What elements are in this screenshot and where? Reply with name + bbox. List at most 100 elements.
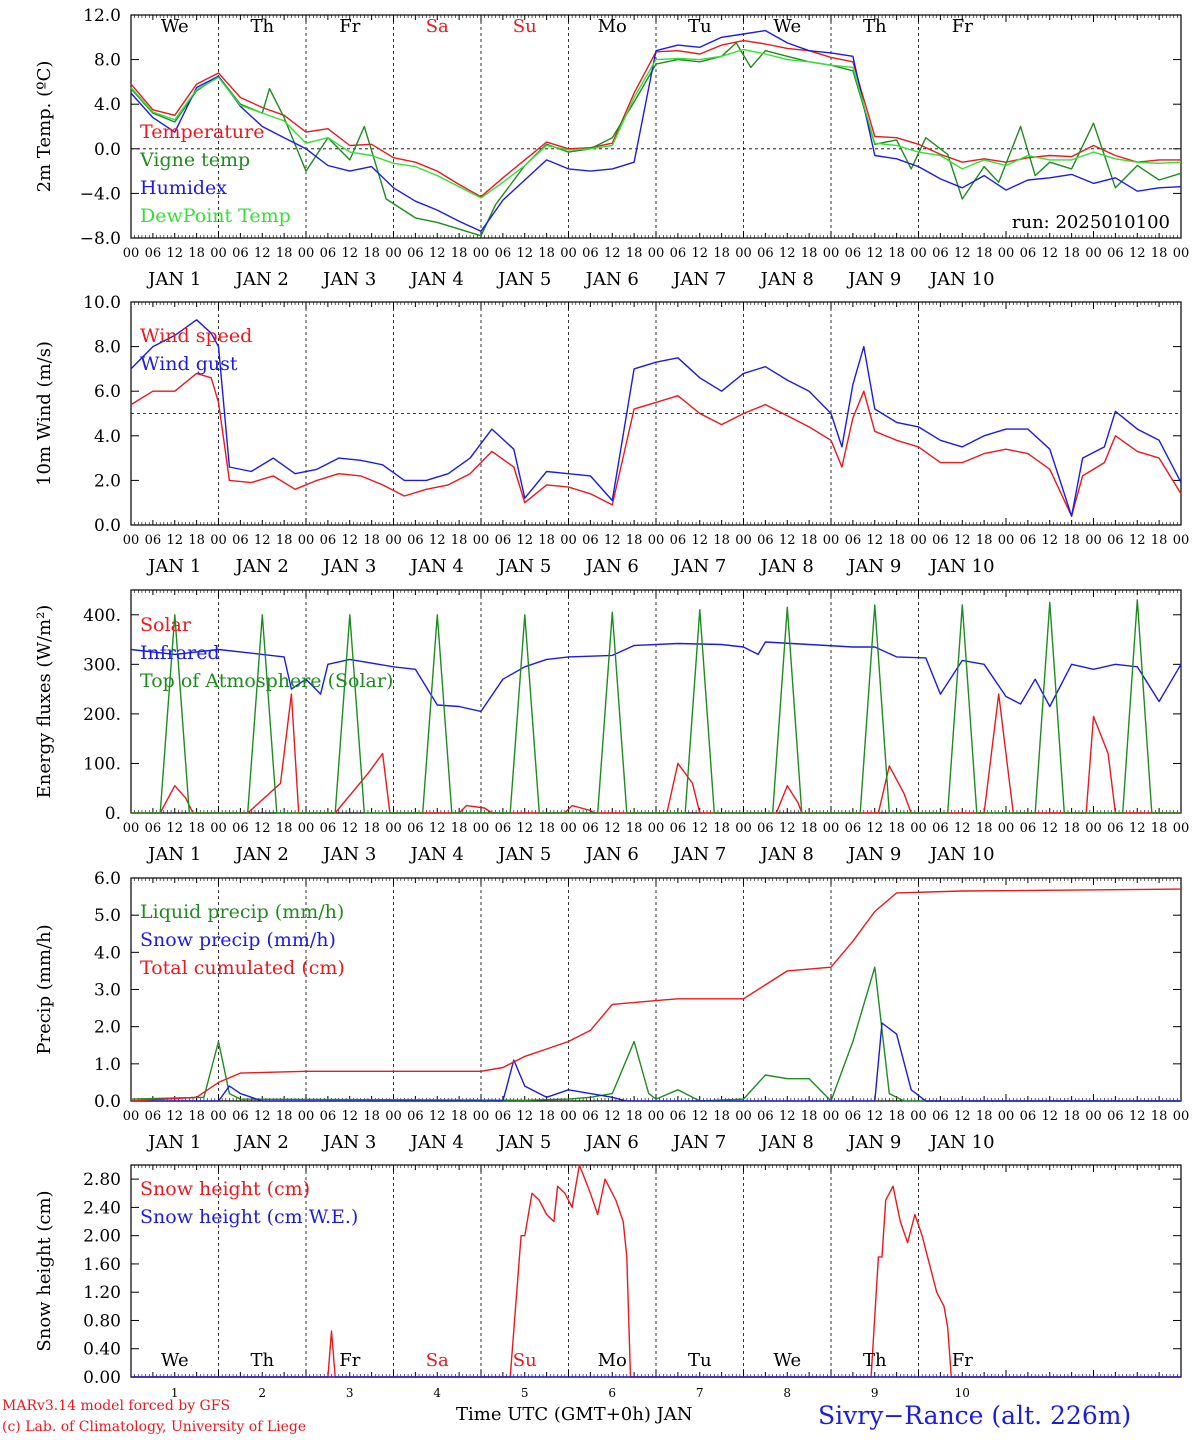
weekday-label: Th (863, 1350, 887, 1371)
hour-tick-label: 18 (626, 246, 643, 261)
hour-tick-label: 00 (210, 533, 227, 548)
hour-tick-label: 18 (538, 821, 555, 836)
y-tick-label: 2.00 (83, 1227, 121, 1247)
series-line (130, 29, 1182, 233)
day-label: JAN 10 (928, 556, 995, 577)
y-axis-label: Precip (mm/h) (34, 924, 55, 1054)
hour-tick-label: 18 (538, 1109, 555, 1124)
legend-entry: Snow height (cm W.E.) (140, 1206, 358, 1228)
day-label: JAN 6 (584, 844, 639, 865)
hour-tick-label: 06 (232, 533, 249, 548)
hour-tick-label: 18 (976, 533, 993, 548)
day-number: 3 (346, 1386, 354, 1400)
day-label: JAN 10 (928, 269, 995, 290)
hour-tick-label: 06 (845, 246, 862, 261)
day-number: 4 (433, 1386, 441, 1400)
hour-tick-label: 06 (407, 533, 424, 548)
y-tick-label: 0.0 (94, 1092, 121, 1112)
panel-4: 6.0 5.0 4.0 3.0 2.0 1.0 0.0 Precip (mm/h) Liquid… (34, 869, 1189, 1153)
hour-tick-label: 18 (626, 533, 643, 548)
series-line (130, 966, 1181, 1102)
y-tick-label: 200. (83, 705, 121, 725)
hour-tick-label: 18 (888, 246, 905, 261)
series-line (130, 319, 1182, 517)
hour-tick-label: 06 (670, 1109, 687, 1124)
day-label: JAN 7 (671, 556, 726, 577)
series-line (130, 48, 1182, 199)
y-tick-label: 3.0 (94, 981, 121, 1001)
hour-tick-label: 06 (1020, 533, 1037, 548)
hour-tick-label: 12 (429, 1109, 446, 1124)
hour-tick-label: 18 (363, 1109, 380, 1124)
hour-tick-label: 12 (691, 246, 708, 261)
day-number: 2 (258, 1386, 266, 1400)
hour-tick-label: 18 (976, 1109, 993, 1124)
hour-tick-label: 00 (385, 1109, 402, 1124)
hour-tick-label: 18 (276, 1109, 293, 1124)
station-name: Sivry−Rance (alt. 226m) (818, 1401, 1132, 1430)
hour-tick-label: 00 (910, 533, 927, 548)
day-label: JAN 5 (496, 556, 551, 577)
hour-tick-label: 12 (954, 246, 971, 261)
hour-tick-label: 18 (1151, 246, 1168, 261)
hour-tick-label: 12 (516, 533, 533, 548)
hour-tick-label: 18 (801, 1109, 818, 1124)
hour-tick-label: 00 (998, 533, 1015, 548)
hour-tick-label: 00 (1173, 533, 1190, 548)
hour-tick-label: 18 (451, 821, 468, 836)
hour-tick-label: 18 (276, 246, 293, 261)
hour-tick-label: 18 (713, 821, 730, 836)
hour-tick-label: 12 (1041, 1109, 1058, 1124)
day-label: JAN 7 (671, 1132, 726, 1153)
hour-tick-label: 12 (1129, 533, 1146, 548)
hour-tick-label: 06 (320, 1109, 337, 1124)
hour-tick-label: 12 (604, 1109, 621, 1124)
hour-tick-label: 06 (932, 246, 949, 261)
y-tick-label: 10.0 (83, 293, 121, 313)
hour-tick-label: 06 (145, 1109, 162, 1124)
day-number: 10 (955, 1386, 970, 1400)
hour-tick-label: 12 (1129, 1109, 1146, 1124)
hour-tick-label: 18 (451, 1109, 468, 1124)
plot-frame (130, 589, 1182, 814)
day-label: JAN 7 (671, 269, 726, 290)
hour-tick-label: 18 (713, 246, 730, 261)
hour-tick-label: 12 (341, 821, 358, 836)
hour-tick-label: 06 (407, 1109, 424, 1124)
hour-tick-label: 18 (363, 533, 380, 548)
legend-entry: Wind speed (140, 325, 252, 347)
day-label: JAN 2 (234, 1132, 289, 1153)
y-axis-label: Energy fluxes (W/m²) (34, 605, 55, 799)
hour-tick-label: 00 (823, 246, 840, 261)
hour-tick-label: 00 (560, 1109, 577, 1124)
hour-tick-label: 06 (1020, 1109, 1037, 1124)
hour-tick-label: 18 (801, 246, 818, 261)
hour-tick-label: 06 (582, 533, 599, 548)
legend-entry: Temperature (140, 121, 264, 143)
day-label: JAN 4 (409, 844, 464, 865)
series-line (131, 1164, 1181, 1378)
hour-tick-label: 12 (691, 821, 708, 836)
hour-tick-label: 12 (516, 1109, 533, 1124)
weekday-label: Su (513, 1350, 537, 1371)
legend-entry: Humidex (140, 177, 227, 199)
day-number: 6 (608, 1386, 616, 1400)
weekday-label: Fr (339, 1350, 360, 1371)
y-tick-label: 8.0 (94, 51, 121, 71)
y-tick-label: 1.20 (83, 1283, 121, 1303)
hour-tick-label: 18 (451, 246, 468, 261)
hour-tick-label: 06 (845, 1109, 862, 1124)
weekday-label: Th (250, 1350, 274, 1371)
day-label: JAN 4 (409, 556, 464, 577)
day-label: JAN 10 (928, 1132, 995, 1153)
day-label: JAN 8 (759, 269, 814, 290)
hour-tick-label: 18 (188, 821, 205, 836)
day-label: JAN 3 (321, 1132, 376, 1153)
hour-tick-label: 06 (495, 533, 512, 548)
hour-tick-label: 18 (188, 246, 205, 261)
day-label: JAN 1 (146, 556, 201, 577)
hour-tick-label: 06 (932, 533, 949, 548)
hour-tick-label: 18 (976, 821, 993, 836)
y-tick-label: 4.0 (94, 943, 121, 963)
